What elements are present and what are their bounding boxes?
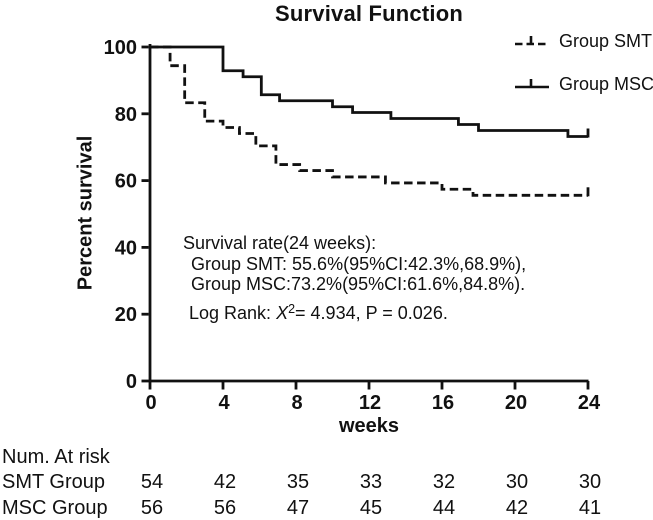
annotation-line-3: Group MSC:73.2%(95%CI:61.6%,84.8%). (191, 274, 526, 294)
annotation-line-2: Group SMT: 55.6%(95%CI:42.3%,68.9%), (191, 253, 527, 274)
risk-count: 42 (213, 471, 237, 493)
risk-count: 47 (286, 497, 310, 519)
risk-row-label-smt: SMT Group (2, 471, 105, 493)
y-tick-label: 20 (115, 304, 137, 326)
y-tick-label: 60 (115, 171, 137, 193)
annotation-line-1: Survival rate(24 weeks): (183, 233, 377, 253)
chart-title: Survival Function (275, 1, 463, 26)
x-tick-label: 20 (505, 392, 527, 414)
legend-item-msc: Group MSC (514, 74, 653, 95)
risk-count: 30 (505, 471, 529, 493)
risk-count: 44 (432, 497, 456, 519)
x-axis-label: weeks (338, 415, 400, 437)
risk-count: 35 (286, 471, 310, 493)
y-tick-label: 0 (126, 371, 137, 393)
risk-count: 56 (213, 497, 237, 519)
legend-label-smt: Group SMT (559, 31, 653, 51)
x-tick-label: 4 (218, 392, 230, 414)
y-tick-label: 40 (115, 237, 137, 259)
survival-curve-msc (150, 45, 588, 138)
chi-symbol: X (276, 302, 289, 323)
x-tick-label: 12 (359, 392, 381, 414)
risk-count: 45 (359, 497, 383, 519)
risk-table-header: Num. At risk (2, 446, 110, 468)
legend-label-msc: Group MSC (559, 74, 653, 94)
legend-item-smt: Group SMT (514, 31, 652, 52)
risk-count: 42 (505, 497, 529, 519)
risk-count: 32 (432, 471, 456, 493)
x-tick-label: 0 (145, 392, 156, 414)
risk-count: 41 (578, 497, 602, 519)
smt-line-sample-icon (515, 35, 549, 45)
x-tick-label: 8 (291, 392, 302, 414)
survival-curve-smt (150, 45, 588, 197)
risk-count: 56 (140, 497, 164, 519)
stats-annotation: Survival rate(24 weeks): Group SMT: 55.6… (183, 233, 526, 323)
y-tick-label: 100 (104, 37, 137, 59)
x-tick-label: 24 (578, 392, 601, 414)
y-tick-label: 80 (115, 104, 137, 126)
risk-count: 30 (578, 471, 602, 493)
x-tick-label: 16 (432, 392, 454, 414)
msc-line-sample-icon (515, 78, 549, 88)
risk-count: 54 (140, 471, 164, 493)
risk-row-label-msc: MSC Group (2, 497, 108, 519)
annotation-line-4: Log Rank: X2= 4.934, P = 0.026. (189, 301, 448, 323)
risk-count: 33 (359, 471, 383, 493)
